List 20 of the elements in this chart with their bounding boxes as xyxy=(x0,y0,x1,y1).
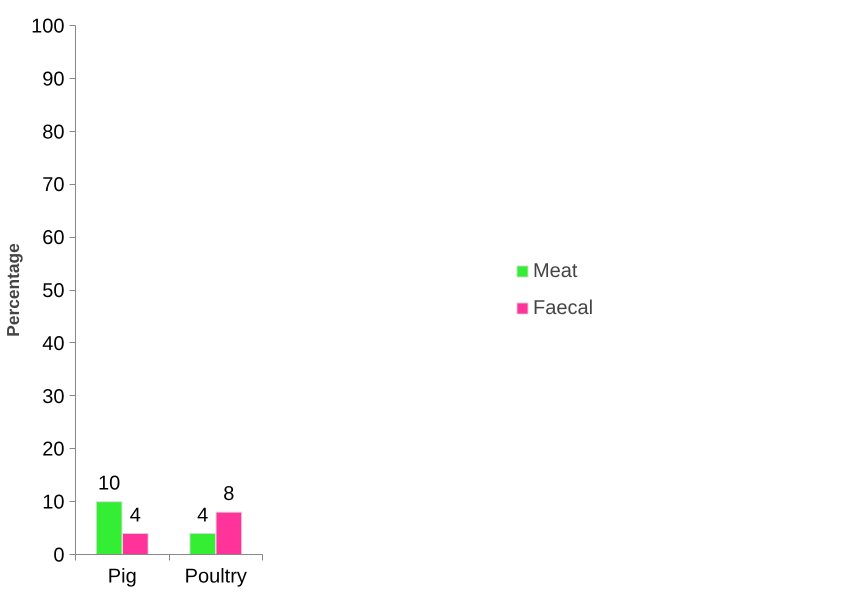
legend-label: Faecal xyxy=(532,296,594,320)
legend-label: Meat xyxy=(532,260,578,282)
data-label: 8 xyxy=(223,483,234,506)
data-label: 4 xyxy=(130,504,141,526)
y-tick-label: 50 xyxy=(42,280,65,302)
y-tick-label: 70 xyxy=(42,174,65,196)
y-tick-label: 90 xyxy=(42,68,65,90)
y-tick-label: 80 xyxy=(42,121,65,144)
y-tick-label: 20 xyxy=(42,438,65,461)
y-tick-label: 0 xyxy=(53,544,64,566)
y-tick-label: 10 xyxy=(42,492,65,514)
y-tick-label: 30 xyxy=(42,386,65,408)
x-tick-label: Poultry xyxy=(184,566,247,588)
x-tick-label: Pig xyxy=(108,566,137,588)
data-label: 4 xyxy=(197,504,208,526)
y-axis-title: Percentage xyxy=(3,242,24,337)
y-tick-label: 40 xyxy=(42,332,65,355)
data-label: 10 xyxy=(98,472,120,495)
y-tick-label: 100 xyxy=(31,16,65,38)
y-tick-label: 60 xyxy=(42,227,65,250)
